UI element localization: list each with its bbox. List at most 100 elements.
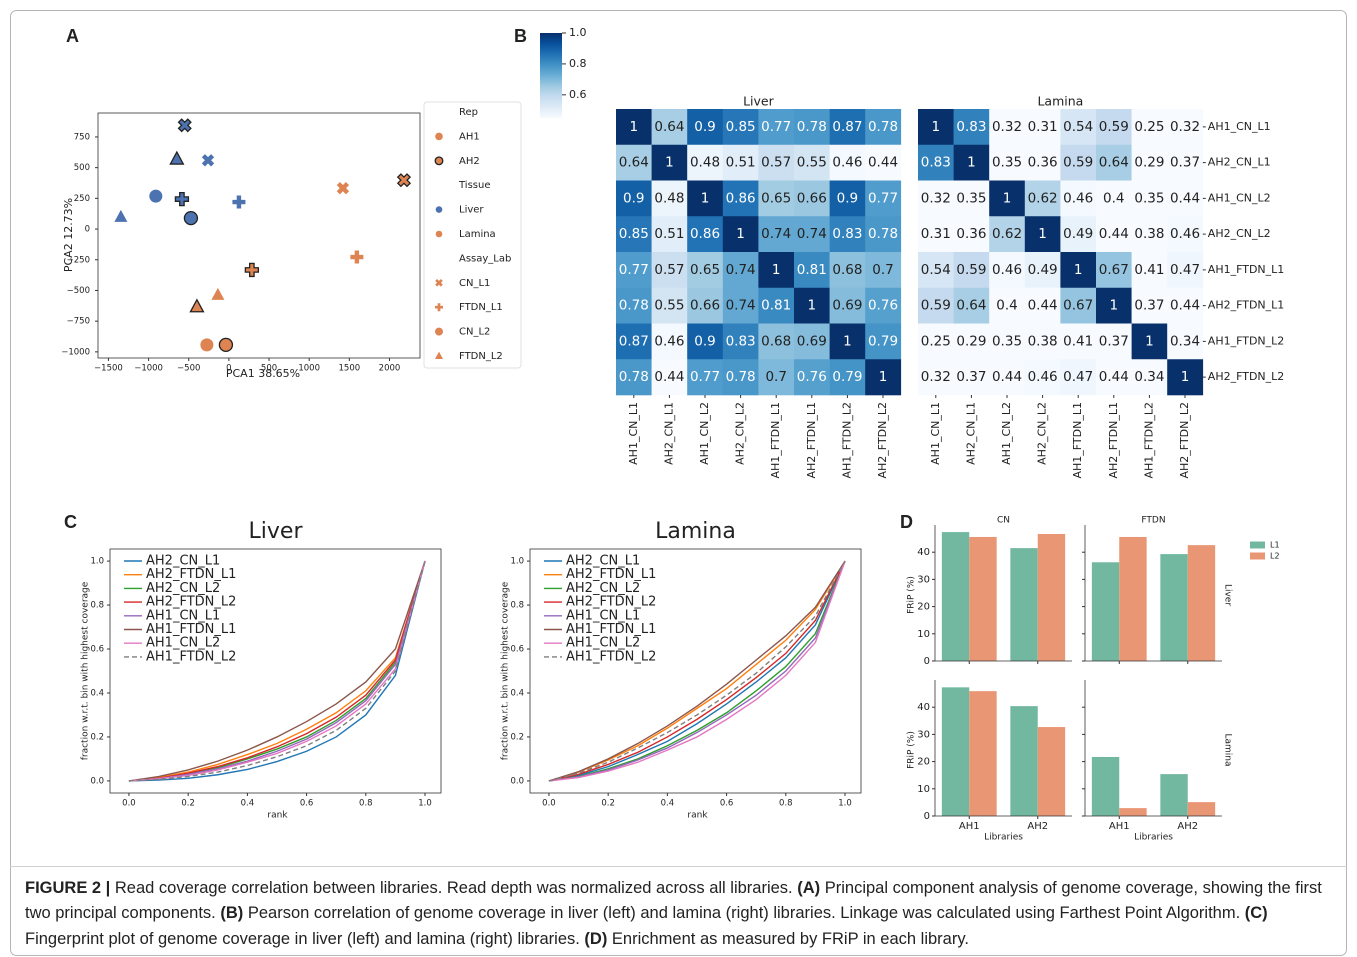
y-tick-label: AH2_CN_L2	[1208, 227, 1271, 240]
legend-marker	[435, 279, 443, 287]
heatmap-cell	[616, 109, 652, 146]
cell-label: 0.49	[1063, 226, 1093, 242]
cell-label: 0.54	[921, 262, 951, 278]
heatmap-cell	[1096, 144, 1132, 181]
heatmap-cell	[1060, 252, 1097, 289]
cell-label: 0.46	[832, 155, 862, 171]
x-tick-label: AH1_CN_L2	[698, 402, 711, 465]
heatmap-cell	[722, 287, 759, 324]
heatmap-cell	[687, 323, 724, 360]
legend-label: AH1_FTDN_L2	[566, 649, 656, 664]
heatmap-cell	[1060, 287, 1097, 324]
heatmap-cell	[651, 109, 688, 146]
legend-label: L2	[1270, 552, 1280, 561]
heatmap-cell	[1096, 252, 1132, 289]
bar	[969, 691, 997, 816]
heatmap-cell	[1167, 323, 1204, 360]
cell-label: 0.35	[1134, 190, 1164, 206]
series-line	[548, 560, 846, 782]
cell-label: 0.36	[956, 226, 986, 242]
heatmap-cell	[953, 144, 990, 181]
y-tick-label: 0	[85, 225, 90, 235]
heatmap-cell	[1131, 180, 1168, 217]
y-tick-label: 0.8	[90, 601, 104, 611]
cell-label: 0.59	[921, 298, 951, 314]
heatmap-cell	[1096, 323, 1132, 360]
colorbar-tick-label: 0.6	[569, 88, 587, 101]
heatmap-cell	[722, 180, 759, 217]
cell-label: 0.74	[726, 298, 756, 314]
cell-label: 0.64	[619, 155, 649, 171]
legend-label: AH2_CN_L1	[566, 554, 640, 569]
y-tick-label: 40	[917, 547, 930, 558]
x-tick-label: 0.0	[542, 799, 556, 809]
heatmap-cell	[865, 252, 902, 289]
legend-marker	[435, 132, 443, 141]
legend-marker	[435, 351, 443, 359]
y-tick-label: 20	[917, 757, 930, 768]
caption-text: (B)	[220, 904, 244, 923]
x-tick-label: AH1_FTDN_L2	[840, 402, 853, 478]
heatmap-cell	[865, 323, 902, 360]
cell-label: 0.37	[1170, 155, 1200, 171]
facet-col-title: FTDN	[1141, 516, 1165, 526]
caption-text: (A)	[797, 879, 821, 897]
heatmap-cell	[953, 323, 990, 360]
heatmap-cell	[651, 323, 688, 360]
facet-row-title: Liver	[1223, 584, 1233, 606]
heatmap-cell	[1167, 287, 1204, 324]
x-tick-label: 0.8	[779, 799, 793, 809]
x-axis-label: Libraries	[984, 833, 1023, 843]
scatter-point	[201, 154, 215, 167]
y-tick-label: 1.0	[510, 557, 524, 567]
series-line	[548, 560, 846, 782]
heatmap-cell	[687, 109, 724, 146]
cell-label: 0.55	[797, 155, 827, 171]
legend-label: AH1_FTDN_L1	[566, 622, 656, 637]
x-tick-label: 0.2	[181, 799, 195, 809]
series-line	[548, 560, 846, 782]
legend-label: AH2_CN_L2	[566, 581, 640, 596]
cell-label: 0.74	[761, 226, 791, 242]
cell-label: 0.9	[837, 190, 858, 206]
heatmap-cell	[1096, 109, 1132, 146]
heatmap-cell	[989, 359, 1026, 396]
x-tick-label: 1.0	[418, 799, 432, 809]
heatmap-cell	[1167, 109, 1204, 146]
heatmap-cell	[651, 216, 688, 253]
heatmap-cell	[758, 144, 795, 181]
cell-label: 0.46	[1028, 369, 1058, 385]
heatmap-cell	[1131, 287, 1168, 324]
heatmap-cell	[1131, 216, 1168, 253]
cell-label: 0.38	[1134, 226, 1164, 242]
cell-label: 0.9	[694, 119, 715, 135]
y-axis-label: PCA2 12.73%	[62, 198, 75, 272]
cell-label: 0.25	[1134, 119, 1164, 135]
cell-label: 0.85	[726, 119, 756, 135]
x-tick-label: AH2	[1027, 821, 1048, 832]
cell-label: 0.37	[956, 369, 986, 385]
heatmap-cell	[1024, 216, 1061, 253]
cell-label: 1	[808, 298, 817, 314]
heatmap-cell	[829, 180, 866, 217]
heatmap-cell	[1096, 287, 1132, 324]
cell-label: 1	[1003, 190, 1012, 206]
cell-label: 1	[630, 119, 639, 135]
scatter-point	[200, 338, 214, 352]
cell-label: 0.76	[797, 369, 827, 385]
caption-text: Read coverage correlation between librar…	[110, 879, 798, 897]
facet-col-title: CN	[997, 516, 1010, 526]
series-line	[128, 560, 426, 782]
heatmap-cell	[1096, 180, 1132, 217]
x-tick-label: AH2_CN_L2	[1036, 402, 1049, 465]
cell-label: 0.9	[694, 333, 715, 349]
cell-label: 0.41	[1134, 262, 1164, 278]
cell-label: 0.32	[992, 119, 1022, 135]
cell-label: 0.46	[1170, 226, 1200, 242]
bar	[1119, 536, 1147, 661]
y-tick-label: 1.0	[90, 557, 104, 567]
legend-label: AH1	[459, 131, 480, 142]
heatmap-cell	[1060, 144, 1097, 181]
cell-label: 0.87	[619, 333, 649, 349]
series-line	[128, 560, 426, 782]
